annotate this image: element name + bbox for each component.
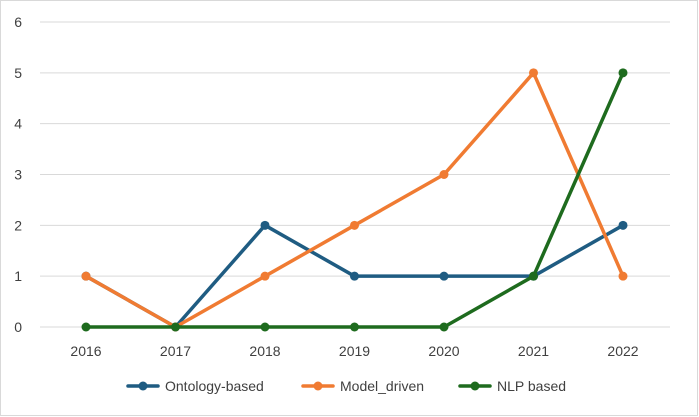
- x-tick-label: 2016: [70, 343, 101, 359]
- data-point: [350, 271, 359, 281]
- data-point: [618, 220, 628, 230]
- legend-label: NLP based: [497, 378, 566, 394]
- gridlines: [40, 21, 670, 328]
- plot-series: [81, 68, 628, 332]
- y-tick-label: 6: [14, 14, 22, 30]
- x-tick-label: 2021: [518, 343, 549, 359]
- y-tick-label: 3: [14, 167, 22, 183]
- series-2: [81, 68, 628, 332]
- data-point: [81, 322, 91, 332]
- y-tick-label: 0: [14, 319, 22, 335]
- legend-item: Ontology-based: [126, 378, 264, 394]
- y-tick-label: 2: [14, 217, 22, 233]
- data-point: [260, 220, 270, 230]
- series-line: [84, 71, 625, 329]
- data-point: [171, 322, 180, 332]
- x-tick-label: 2022: [607, 343, 638, 359]
- y-tick-label: 5: [14, 65, 22, 81]
- data-point: [529, 271, 538, 281]
- y-tick-label: 1: [14, 268, 22, 284]
- x-axis-ticks: 2016 2017 2018 2019 2020 2021 2022: [70, 343, 638, 359]
- data-point: [618, 68, 628, 78]
- data-point: [439, 170, 449, 179]
- data-point: [350, 322, 359, 332]
- data-point: [260, 271, 270, 281]
- x-tick-label: 2019: [339, 343, 370, 359]
- data-point: [350, 220, 359, 230]
- series-3: [81, 68, 628, 332]
- x-tick-label: 2020: [428, 343, 459, 359]
- legend-swatch-marker: [138, 381, 148, 391]
- legend: Ontology-based Model_driven NLP based: [126, 378, 566, 394]
- legend-label: Ontology-based: [165, 378, 264, 394]
- data-point: [439, 322, 449, 332]
- legend-item: NLP based: [458, 378, 566, 394]
- legend-item: Model_driven: [301, 378, 424, 394]
- data-point: [260, 322, 270, 332]
- data-point: [618, 271, 628, 281]
- data-point: [529, 68, 538, 78]
- y-tick-label: 4: [14, 116, 22, 132]
- legend-swatch-marker: [470, 381, 480, 391]
- x-tick-label: 2018: [249, 343, 280, 359]
- data-point: [81, 271, 91, 281]
- x-tick-label: 2017: [160, 343, 191, 359]
- data-point: [439, 271, 449, 281]
- legend-swatch-marker: [313, 381, 323, 391]
- legend-label: Model_driven: [340, 378, 424, 394]
- series-line: [84, 71, 625, 329]
- y-axis-ticks: 0 1 2 3 4 5 6: [14, 14, 22, 335]
